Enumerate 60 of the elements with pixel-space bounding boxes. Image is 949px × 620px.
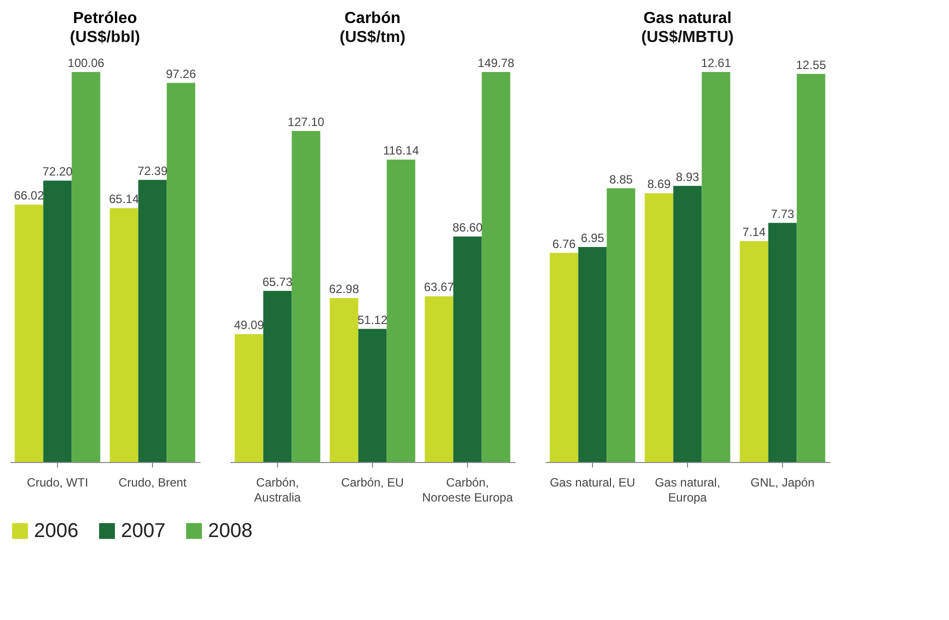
bar xyxy=(768,222,797,462)
x-tick-label: Gas natural, EU xyxy=(550,476,636,490)
bar xyxy=(482,72,510,462)
bar xyxy=(166,82,196,462)
data-label: 116.14 xyxy=(383,144,420,158)
bar xyxy=(292,131,320,462)
bar xyxy=(386,160,416,462)
data-label: 72.20 xyxy=(42,164,73,179)
legend-label: 2007 xyxy=(121,520,166,542)
data-label: 100.06 xyxy=(68,56,105,70)
chart-subtitle: (US$/MBTU) xyxy=(641,29,734,46)
data-label: 8.93 xyxy=(676,170,700,184)
data-label: 12.55 xyxy=(796,58,826,72)
bar xyxy=(138,180,167,462)
bar xyxy=(740,241,768,462)
x-tick-label: Gas natural, Europa xyxy=(654,476,720,504)
bar xyxy=(673,186,702,462)
data-label: 72.39 xyxy=(137,164,168,178)
x-tick-label: Carbón, Australia xyxy=(254,476,302,504)
bar xyxy=(263,290,292,462)
data-label: 6.76 xyxy=(552,236,576,251)
chart-title: Gas natural xyxy=(643,10,732,27)
bar xyxy=(606,188,636,462)
data-label: 97.26 xyxy=(166,66,196,81)
chart-subtitle: (US$/bbl) xyxy=(70,29,140,46)
bar xyxy=(644,193,674,462)
bar xyxy=(358,328,387,462)
bar xyxy=(424,296,454,462)
bar xyxy=(14,204,44,462)
bar xyxy=(702,72,730,462)
data-label: 65.73 xyxy=(262,274,293,289)
data-label: 8.85 xyxy=(609,172,633,186)
bar xyxy=(550,252,578,462)
data-label: 86.60 xyxy=(452,220,483,235)
bar xyxy=(453,236,482,462)
bar xyxy=(796,74,826,462)
chart-title: Carbón xyxy=(344,10,400,27)
bar xyxy=(43,180,72,462)
x-tick-label: Carbón, Noroeste Europa xyxy=(422,476,514,504)
x-tick-label: Carbón, EU xyxy=(341,476,404,490)
bar xyxy=(578,247,607,462)
bar xyxy=(110,208,138,462)
data-label: 12.61 xyxy=(700,56,732,70)
data-label: 6.95 xyxy=(580,231,604,246)
data-label: 149.78 xyxy=(478,56,515,70)
data-label: 7.14 xyxy=(742,225,766,240)
bar xyxy=(330,298,358,462)
bar xyxy=(234,334,264,462)
x-tick-label: Crudo, Brent xyxy=(118,476,188,490)
legend-label: 2008 xyxy=(208,520,252,542)
legend-label: 2006 xyxy=(34,520,78,542)
chart-title: Petróleo xyxy=(72,10,138,27)
data-label: 62.98 xyxy=(328,282,360,296)
x-tick-label: GNL, Japón xyxy=(750,476,815,490)
x-tick-label: Crudo, WTI xyxy=(26,476,88,490)
data-label: 7.73 xyxy=(770,206,794,221)
chart-subtitle: (US$/tm) xyxy=(340,29,406,46)
data-label: 8.69 xyxy=(647,177,671,192)
data-label: 127.10 xyxy=(288,115,325,130)
bar xyxy=(72,72,100,462)
